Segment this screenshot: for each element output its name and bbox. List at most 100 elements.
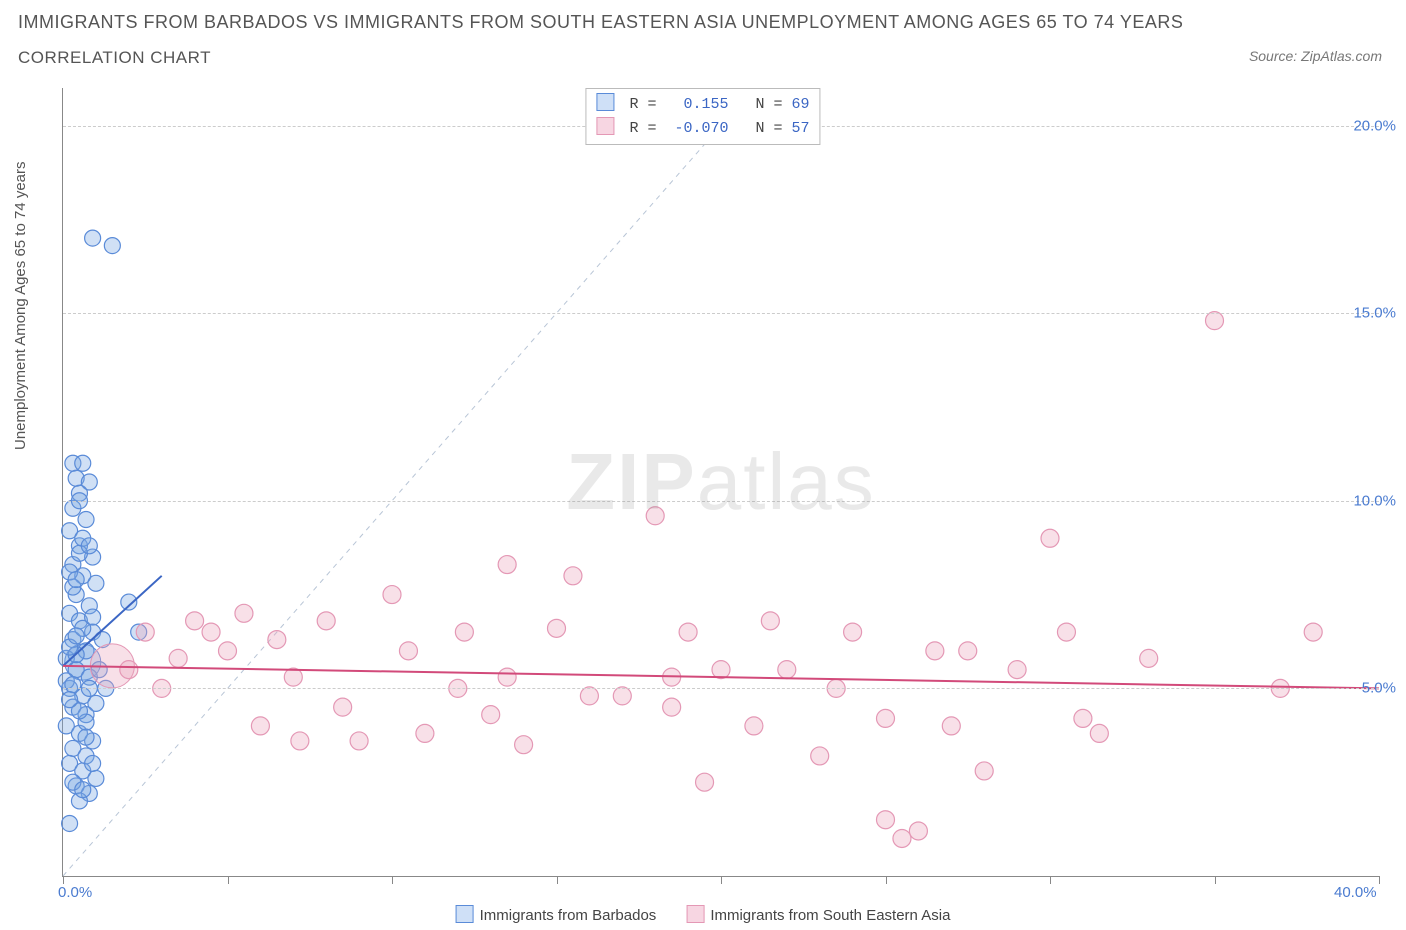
point-south_eastern_asia xyxy=(564,567,582,585)
point-south_eastern_asia xyxy=(120,661,138,679)
legend-item-sea: Immigrants from South Eastern Asia xyxy=(686,905,950,924)
point-south_eastern_asia xyxy=(745,717,763,735)
x-tick xyxy=(1215,876,1216,884)
point-south_eastern_asia xyxy=(399,642,417,660)
y-tick-label: 10.0% xyxy=(1353,492,1396,509)
point-south_eastern_asia xyxy=(844,623,862,641)
x-tick xyxy=(63,876,64,884)
stats-row-sea: R = -0.070 N = 57 xyxy=(596,117,809,141)
legend-item-barbados: Immigrants from Barbados xyxy=(456,905,657,924)
point-south_eastern_asia xyxy=(926,642,944,660)
point-barbados xyxy=(62,815,78,831)
stats-r-value: -0.070 xyxy=(665,120,728,137)
watermark: ZIPatlas xyxy=(566,436,875,528)
point-south_eastern_asia xyxy=(679,623,697,641)
point-south_eastern_asia xyxy=(613,687,631,705)
point-barbados xyxy=(121,594,137,610)
point-south_eastern_asia xyxy=(350,732,368,750)
point-south_eastern_asia xyxy=(761,612,779,630)
point-south_eastern_asia xyxy=(1008,661,1026,679)
point-barbados xyxy=(68,628,84,644)
watermark-bold: ZIP xyxy=(566,437,696,526)
point-south_eastern_asia xyxy=(334,698,352,716)
x-tick xyxy=(1379,876,1380,884)
x-tick xyxy=(721,876,722,884)
stats-r-value: 0.155 xyxy=(665,96,728,113)
point-south_eastern_asia xyxy=(877,811,895,829)
point-south_eastern_asia xyxy=(548,619,566,637)
point-south_eastern_asia xyxy=(811,747,829,765)
point-barbados xyxy=(104,238,120,254)
point-south_eastern_asia xyxy=(268,631,286,649)
point-barbados xyxy=(78,512,94,528)
source-label: Source: ZipAtlas.com xyxy=(1249,48,1382,64)
point-south_eastern_asia xyxy=(219,642,237,660)
stats-n-value: 57 xyxy=(792,120,810,137)
point-south_eastern_asia xyxy=(515,736,533,754)
point-south_eastern_asia xyxy=(291,732,309,750)
point-barbados xyxy=(65,677,81,693)
point-south_eastern_asia xyxy=(202,623,220,641)
point-south_eastern_asia xyxy=(1304,623,1322,641)
point-barbados xyxy=(62,692,78,708)
x-tick xyxy=(886,876,887,884)
point-south_eastern_asia xyxy=(959,642,977,660)
point-south_eastern_asia xyxy=(498,556,516,574)
point-south_eastern_asia xyxy=(580,687,598,705)
point-south_eastern_asia xyxy=(169,649,187,667)
legend-label: Immigrants from South Eastern Asia xyxy=(710,907,950,924)
point-barbados xyxy=(68,572,84,588)
x-tick xyxy=(392,876,393,884)
point-south_eastern_asia xyxy=(942,717,960,735)
point-south_eastern_asia xyxy=(317,612,335,630)
point-south_eastern_asia xyxy=(1057,623,1075,641)
legend: Immigrants from Barbados Immigrants from… xyxy=(456,905,951,924)
point-south_eastern_asia xyxy=(893,829,911,847)
y-axis-label: Unemployment Among Ages 65 to 74 years xyxy=(12,161,29,450)
stats-n-value: 69 xyxy=(792,96,810,113)
point-south_eastern_asia xyxy=(383,586,401,604)
x-tick-label-left: 0.0% xyxy=(58,884,92,901)
point-barbados xyxy=(81,538,97,554)
y-tick-label: 20.0% xyxy=(1353,117,1396,134)
point-south_eastern_asia xyxy=(482,706,500,724)
x-tick xyxy=(557,876,558,884)
gridline xyxy=(63,313,1379,314)
watermark-light: atlas xyxy=(697,437,876,526)
chart-title: IMMIGRANTS FROM BARBADOS VS IMMIGRANTS F… xyxy=(18,12,1183,33)
point-barbados xyxy=(85,230,101,246)
point-south_eastern_asia xyxy=(663,698,681,716)
stats-swatch-sea xyxy=(596,117,614,135)
x-tick xyxy=(1050,876,1051,884)
plot-area: ZIPatlas xyxy=(62,88,1379,877)
point-south_eastern_asia xyxy=(498,668,516,686)
point-south_eastern_asia xyxy=(975,762,993,780)
gridline xyxy=(63,688,1379,689)
point-barbados xyxy=(88,770,104,786)
stats-r-label: R = xyxy=(629,96,656,113)
y-tick-label: 15.0% xyxy=(1353,305,1396,322)
stats-n-label: N = xyxy=(756,96,783,113)
point-south_eastern_asia xyxy=(909,822,927,840)
stats-r-label: R = xyxy=(629,120,656,137)
chart-subtitle: CORRELATION CHART xyxy=(18,48,211,68)
point-south_eastern_asia xyxy=(1041,529,1059,547)
point-barbados xyxy=(85,609,101,625)
stats-swatch-barbados xyxy=(596,93,614,111)
point-south_eastern_asia xyxy=(696,773,714,791)
legend-swatch-sea xyxy=(686,905,704,923)
point-south_eastern_asia xyxy=(712,661,730,679)
point-barbados xyxy=(78,729,94,745)
point-barbados xyxy=(88,575,104,591)
point-south_eastern_asia xyxy=(1206,312,1224,330)
point-south_eastern_asia xyxy=(136,623,154,641)
point-south_eastern_asia xyxy=(455,623,473,641)
legend-label: Immigrants from Barbados xyxy=(480,907,657,924)
stats-box: R = 0.155 N = 69 R = -0.070 N = 57 xyxy=(585,88,820,145)
x-tick-label-right: 40.0% xyxy=(1334,884,1377,901)
point-barbados xyxy=(75,455,91,471)
point-south_eastern_asia xyxy=(1090,724,1108,742)
legend-swatch-barbados xyxy=(456,905,474,923)
stats-n-label: N = xyxy=(756,120,783,137)
point-south_eastern_asia xyxy=(1074,709,1092,727)
